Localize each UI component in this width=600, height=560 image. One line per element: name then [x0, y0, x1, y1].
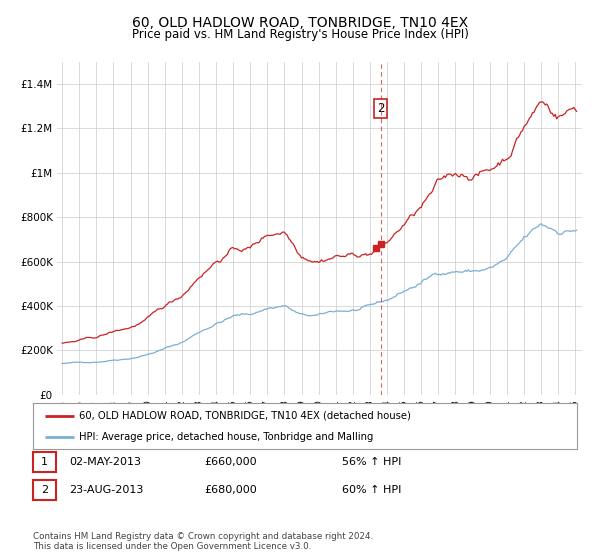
Text: Contains HM Land Registry data © Crown copyright and database right 2024.
This d: Contains HM Land Registry data © Crown c… [33, 532, 373, 552]
Text: 56% ↑ HPI: 56% ↑ HPI [342, 457, 401, 467]
Text: 60, OLD HADLOW ROAD, TONBRIDGE, TN10 4EX: 60, OLD HADLOW ROAD, TONBRIDGE, TN10 4EX [132, 16, 468, 30]
Text: 60, OLD HADLOW ROAD, TONBRIDGE, TN10 4EX (detached house): 60, OLD HADLOW ROAD, TONBRIDGE, TN10 4EX… [79, 410, 411, 421]
Text: 23-AUG-2013: 23-AUG-2013 [69, 485, 143, 495]
Text: 2: 2 [41, 485, 48, 495]
Text: 60% ↑ HPI: 60% ↑ HPI [342, 485, 401, 495]
Text: 02-MAY-2013: 02-MAY-2013 [69, 457, 141, 467]
Text: Price paid vs. HM Land Registry's House Price Index (HPI): Price paid vs. HM Land Registry's House … [131, 28, 469, 41]
Text: 1: 1 [41, 457, 48, 467]
Text: £680,000: £680,000 [204, 485, 257, 495]
Text: £660,000: £660,000 [204, 457, 257, 467]
Text: HPI: Average price, detached house, Tonbridge and Malling: HPI: Average price, detached house, Tonb… [79, 432, 374, 442]
Text: 2: 2 [377, 102, 385, 115]
